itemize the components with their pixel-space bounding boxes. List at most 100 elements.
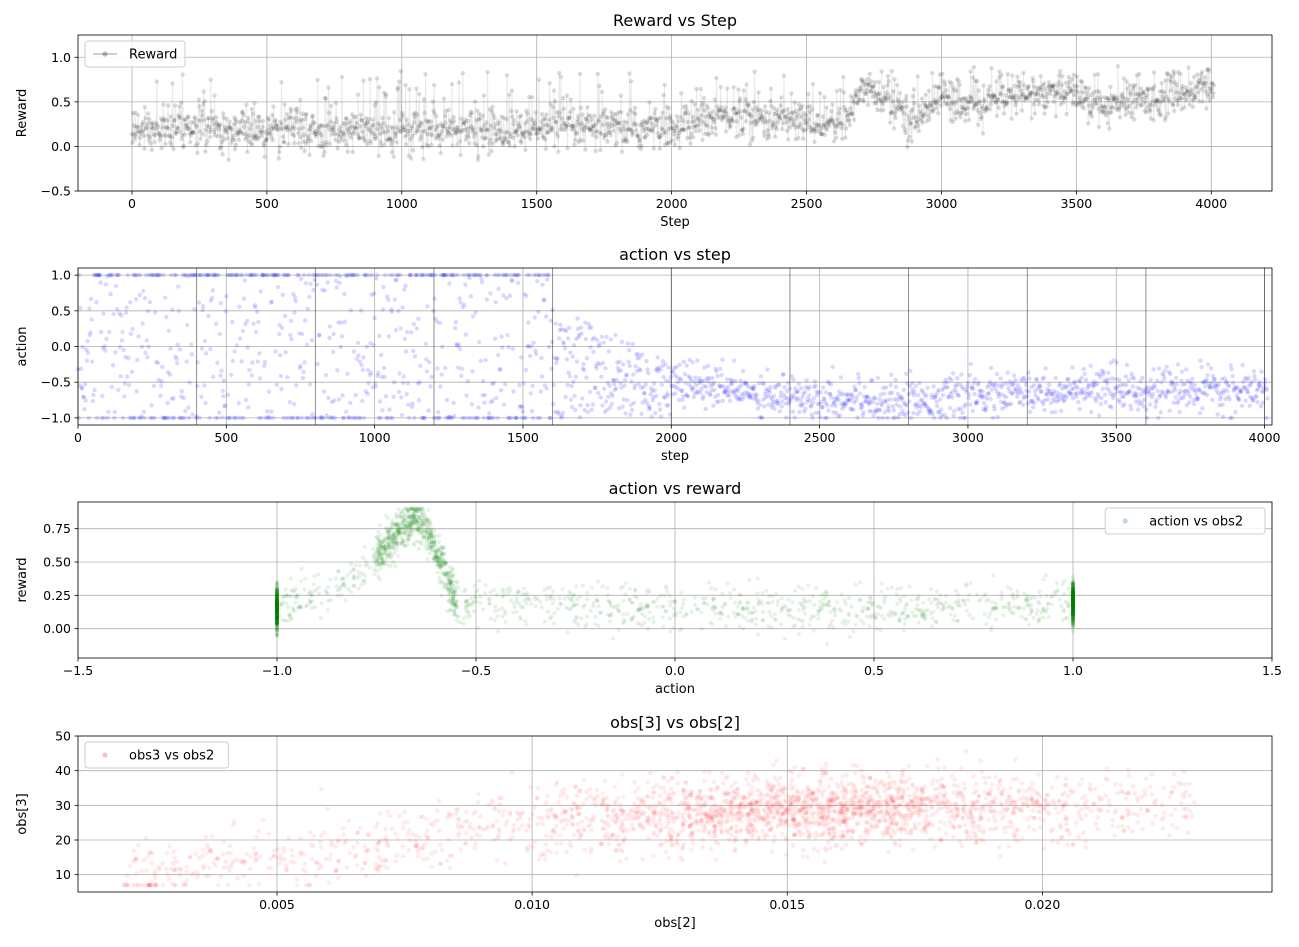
reward-point xyxy=(902,127,907,132)
reward-point xyxy=(464,126,470,131)
reward-point xyxy=(285,111,290,117)
reward-point xyxy=(152,140,157,145)
reward-point xyxy=(1104,109,1109,115)
action-point xyxy=(758,374,764,379)
reward-point xyxy=(219,139,225,145)
action-point xyxy=(123,310,129,315)
reward-point xyxy=(296,141,301,146)
action-point xyxy=(602,386,607,391)
reward-point xyxy=(794,108,799,114)
action-point xyxy=(1199,364,1204,370)
action-point xyxy=(980,389,985,394)
action-point xyxy=(1128,407,1134,412)
reward-point xyxy=(694,124,700,129)
reward-point xyxy=(199,113,205,118)
reward-point xyxy=(897,103,902,108)
reward-point xyxy=(647,128,653,133)
reward-point xyxy=(500,140,505,146)
reward-point xyxy=(199,108,204,114)
reward-point xyxy=(1030,75,1035,81)
action-point xyxy=(677,362,682,367)
reward-point xyxy=(974,78,980,84)
action-point xyxy=(182,415,187,421)
reward-point xyxy=(369,130,374,135)
reward-point xyxy=(460,71,465,76)
action-point xyxy=(399,412,405,418)
action-point xyxy=(888,382,893,388)
reward-point xyxy=(767,118,772,124)
action-reward-point xyxy=(1041,577,1046,582)
reward-point xyxy=(352,125,357,130)
reward-point xyxy=(193,143,198,148)
action-point xyxy=(215,415,221,421)
reward-point xyxy=(974,101,979,106)
action-point xyxy=(176,308,182,313)
action-point xyxy=(274,382,279,387)
action-point xyxy=(1034,377,1040,383)
action-point xyxy=(386,297,391,303)
reward-point xyxy=(347,132,353,137)
reward-point xyxy=(1113,96,1118,102)
reward-point xyxy=(481,93,486,98)
x-tick-label: 2500 xyxy=(804,430,836,445)
reward-point xyxy=(1209,86,1214,92)
action-point xyxy=(192,307,197,312)
reward-point xyxy=(1149,102,1154,108)
reward-point xyxy=(874,100,879,106)
reward-point xyxy=(345,127,350,132)
action-reward-point xyxy=(575,597,580,602)
reward-point xyxy=(655,116,661,121)
reward-point xyxy=(756,107,762,112)
action-point xyxy=(189,342,194,347)
action-point xyxy=(608,337,613,342)
reward-point xyxy=(851,117,857,123)
reward-point xyxy=(802,117,808,123)
reward-point xyxy=(1004,101,1009,107)
reward-point xyxy=(235,132,240,137)
reward-point xyxy=(548,101,553,107)
reward-point xyxy=(451,114,456,120)
reward-point xyxy=(155,124,161,129)
reward-point xyxy=(765,128,770,133)
action-point xyxy=(988,396,993,402)
reward-point xyxy=(416,124,421,129)
action-point xyxy=(715,373,720,379)
reward-point xyxy=(447,125,452,130)
reward-point xyxy=(845,112,851,118)
reward-point xyxy=(249,106,254,112)
reward-point xyxy=(201,89,206,94)
reward-point xyxy=(428,132,433,137)
reward-point xyxy=(400,114,406,119)
reward-point xyxy=(1061,96,1067,101)
action-point xyxy=(240,328,246,334)
action-point xyxy=(726,393,731,398)
reward-point xyxy=(183,122,189,128)
reward-point xyxy=(865,102,871,108)
reward-point xyxy=(563,123,569,129)
reward-point xyxy=(830,102,835,107)
action-point xyxy=(947,406,953,411)
reward-point xyxy=(861,97,866,103)
reward-point xyxy=(806,91,811,97)
reward-point xyxy=(257,119,263,124)
action-point xyxy=(221,378,227,383)
reward-point xyxy=(624,120,629,125)
reward-point xyxy=(301,132,307,137)
reward-point xyxy=(835,124,840,129)
reward-point xyxy=(434,114,439,119)
action-point xyxy=(364,344,370,349)
reward-point xyxy=(803,120,808,126)
action-point xyxy=(567,325,572,330)
reward-point xyxy=(822,132,828,138)
reward-point xyxy=(695,107,701,112)
action-point xyxy=(128,300,133,305)
reward-point xyxy=(512,144,517,149)
action-point xyxy=(403,349,409,354)
action-point xyxy=(294,383,299,388)
reward-point xyxy=(198,136,203,142)
reward-point xyxy=(189,130,195,135)
action-point xyxy=(538,415,543,421)
reward-point xyxy=(449,120,454,126)
reward-point xyxy=(600,111,606,117)
reward-point xyxy=(1015,74,1020,79)
